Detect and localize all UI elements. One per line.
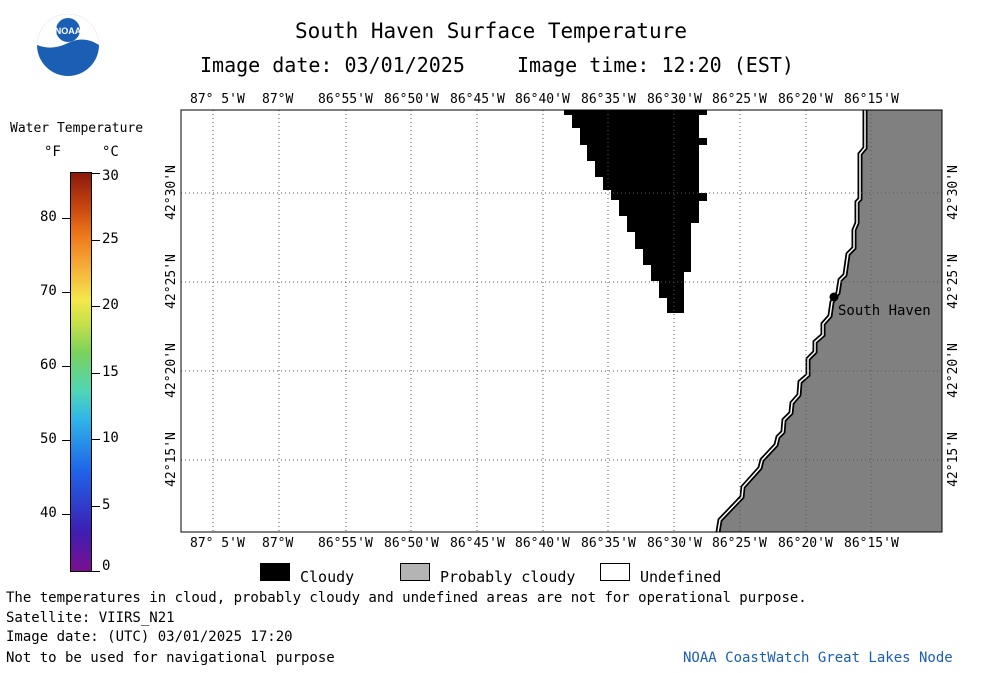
nav-warning: Not to be used for navigational purpose [6, 650, 335, 666]
c-tick-label: 30 [102, 168, 119, 184]
c-tick-label: 15 [102, 364, 119, 380]
legend-label-probably-cloudy: Probably cloudy [440, 568, 576, 586]
lon-label: 86°30'W [647, 92, 702, 107]
c-tick-label: 0 [102, 558, 111, 574]
lat-label: 42°30'N [163, 165, 179, 220]
lon-label: 86°55'W [318, 92, 373, 107]
lat-label: 42°20'N [163, 343, 179, 398]
temperature-colorbar [70, 172, 92, 572]
map-title: South Haven Surface Temperature [295, 19, 687, 43]
lon-label: 86°50'W [384, 92, 439, 107]
f-tick-label: 60 [40, 357, 57, 373]
lon-label: 86°25'W [712, 92, 767, 107]
lon-label: 86°30'W [647, 536, 702, 551]
south-haven-marker [829, 292, 839, 302]
image-date: Image date: 03/01/2025 [200, 53, 465, 77]
satellite-info: Satellite: VIIRS_N21 [6, 610, 175, 626]
lon-label: 86°50'W [384, 536, 439, 551]
c-tick-label: 25 [102, 231, 119, 247]
lat-label: 42°25'N [163, 254, 179, 309]
lon-label: 86°55'W [318, 536, 373, 551]
lat-label: 42°15'N [163, 432, 179, 487]
lon-label: 86°25'W [712, 536, 767, 551]
c-tick-label: 20 [102, 297, 119, 313]
legend-label-undefined: Undefined [640, 568, 722, 586]
lon-label: 86°15'W [844, 536, 899, 551]
unit-celsius: °C [102, 144, 119, 160]
lon-label: 86°45'W [450, 536, 505, 551]
image-time: Image time: 12:20 (EST) [517, 53, 794, 77]
lat-label: 42°15'N [945, 432, 961, 487]
disclaimer: The temperatures in cloud, probably clou… [6, 590, 807, 606]
lat-label: 42°25'N [945, 254, 961, 309]
noaa-logo: NOAA [37, 14, 99, 76]
land-area [718, 110, 942, 532]
credit-link[interactable]: NOAA CoastWatch Great Lakes Node [683, 650, 953, 666]
f-tick-label: 40 [40, 505, 57, 521]
lon-label: 86°40'W [515, 536, 570, 551]
unit-fahrenheit: °F [44, 144, 61, 160]
legend-swatch-cloudy [260, 563, 290, 581]
legend-swatch-undefined [600, 563, 630, 581]
cloud-area [564, 110, 707, 313]
logo-text: NOAA [55, 26, 82, 36]
lat-label: 42°30'N [945, 165, 961, 220]
lon-label: 86°20'W [778, 536, 833, 551]
lon-label: 86°35'W [581, 92, 636, 107]
lat-label: 42°20'N [945, 343, 961, 398]
f-tick-label: 80 [40, 209, 57, 225]
lon-label: 86°20'W [778, 92, 833, 107]
c-tick-label: 5 [102, 497, 111, 513]
lon-label: 87° 5'W [190, 92, 245, 107]
lon-label: 86°40'W [515, 92, 570, 107]
c-tick-label: 10 [102, 430, 119, 446]
colorbar-title: Water Temperature [10, 121, 144, 136]
f-tick-label: 70 [40, 283, 57, 299]
city-label: South Haven [838, 303, 931, 319]
legend-label-cloudy: Cloudy [300, 568, 355, 586]
lon-label: 87° 5'W [190, 536, 245, 551]
f-tick-label: 50 [40, 431, 57, 447]
lon-label: 87°W [262, 92, 294, 107]
legend-swatch-probably-cloudy [400, 563, 430, 581]
lon-label: 86°15'W [844, 92, 899, 107]
lon-label: 86°35'W [581, 536, 636, 551]
lon-label: 86°45'W [450, 92, 505, 107]
lon-label: 87°W [262, 536, 294, 551]
utc-date: Image date: (UTC) 03/01/2025 17:20 [6, 629, 293, 645]
